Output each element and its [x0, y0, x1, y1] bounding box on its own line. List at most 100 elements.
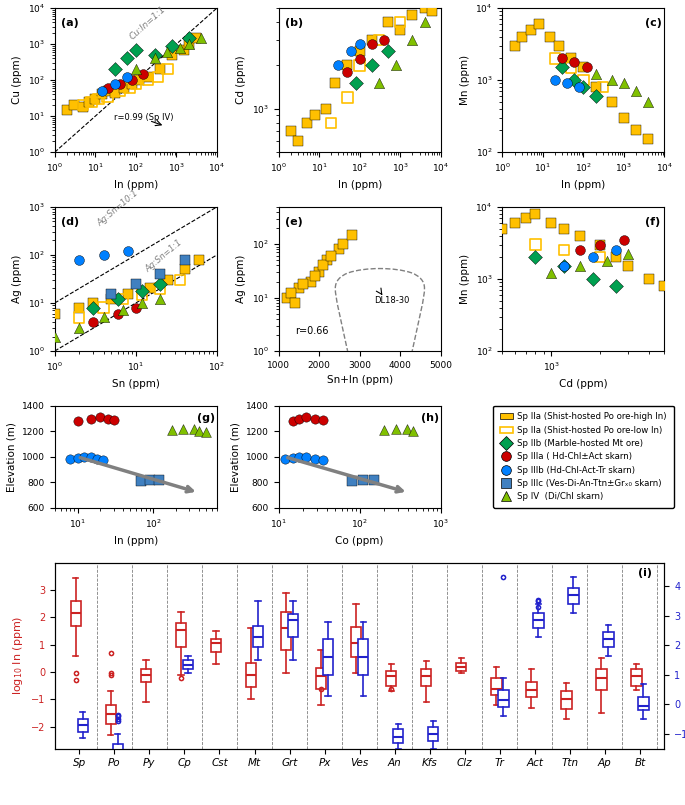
- Point: [407, 425, 418, 438]
- Point: [578, 61, 589, 74]
- Point: [578, 80, 589, 93]
- Point: [108, 413, 119, 426]
- Point: [95, 411, 105, 423]
- Point: [293, 282, 304, 295]
- Point: [562, 77, 573, 90]
- Point: [86, 95, 97, 108]
- Point: [321, 102, 332, 115]
- Point: [72, 415, 83, 427]
- Point: [189, 423, 200, 436]
- Point: [326, 116, 337, 129]
- Point: [114, 85, 125, 97]
- Point: [121, 52, 132, 65]
- Point: [301, 451, 312, 464]
- Point: [566, 52, 577, 65]
- Point: [354, 59, 365, 72]
- Point: [93, 93, 104, 105]
- Point: [98, 311, 109, 324]
- Point: [545, 31, 556, 43]
- Point: [102, 85, 113, 97]
- Point: [306, 275, 316, 288]
- Point: [74, 311, 85, 324]
- Text: (i): (i): [638, 568, 652, 578]
- Point: [201, 426, 212, 439]
- PathPatch shape: [631, 670, 642, 686]
- Point: [124, 81, 135, 94]
- Point: [390, 59, 401, 72]
- PathPatch shape: [638, 697, 649, 710]
- Y-axis label: Mn (ppm): Mn (ppm): [460, 55, 470, 105]
- Point: [137, 288, 148, 301]
- Point: [354, 45, 365, 58]
- Point: [134, 73, 145, 86]
- PathPatch shape: [561, 691, 571, 709]
- Point: [326, 250, 337, 262]
- Point: [366, 34, 377, 47]
- X-axis label: In (ppm): In (ppm): [114, 180, 158, 190]
- PathPatch shape: [596, 670, 607, 690]
- Point: [155, 278, 166, 291]
- Point: [401, 423, 412, 436]
- Point: [178, 43, 189, 56]
- Point: [590, 80, 601, 93]
- Point: [145, 282, 155, 295]
- Point: [150, 48, 161, 61]
- Y-axis label: Mn (ppm): Mn (ppm): [460, 254, 470, 304]
- Point: [530, 238, 541, 251]
- Point: [88, 296, 99, 309]
- Point: [590, 68, 601, 80]
- Point: [123, 288, 134, 301]
- Point: [106, 288, 117, 301]
- Text: Ag:Sn=10:1: Ag:Sn=10:1: [95, 188, 140, 228]
- Point: [557, 61, 568, 74]
- Point: [193, 425, 204, 438]
- Point: [138, 68, 149, 80]
- Point: [109, 77, 120, 90]
- PathPatch shape: [568, 588, 579, 604]
- Point: [281, 291, 292, 304]
- Point: [574, 244, 585, 257]
- Point: [619, 77, 630, 90]
- Point: [390, 423, 401, 436]
- Point: [167, 39, 178, 52]
- Point: [379, 423, 390, 436]
- Point: [109, 63, 120, 76]
- Point: [112, 308, 123, 320]
- Point: [127, 77, 138, 90]
- X-axis label: In (ppm): In (ppm): [561, 180, 606, 190]
- Text: r=0.99 (Sp IV): r=0.99 (Sp IV): [114, 114, 174, 122]
- Text: Cu:In=1:1: Cu:In=1:1: [128, 5, 168, 42]
- Point: [346, 229, 357, 242]
- Point: [407, 8, 418, 21]
- PathPatch shape: [358, 639, 369, 675]
- Point: [102, 90, 113, 103]
- PathPatch shape: [533, 613, 544, 628]
- Point: [144, 473, 155, 486]
- Point: [137, 296, 148, 309]
- Y-axis label: log$_{10}$ In (ppm): log$_{10}$ In (ppm): [11, 616, 25, 696]
- Point: [373, 77, 384, 90]
- Point: [90, 93, 101, 105]
- Text: (f): (f): [645, 217, 660, 227]
- PathPatch shape: [393, 729, 403, 743]
- Point: [553, 39, 564, 52]
- Point: [366, 38, 377, 51]
- X-axis label: Sn+In (ppm): Sn+In (ppm): [327, 375, 393, 386]
- Point: [97, 85, 108, 97]
- Point: [521, 212, 532, 225]
- Point: [354, 38, 365, 51]
- Point: [130, 43, 141, 56]
- Point: [183, 38, 194, 51]
- Text: (e): (e): [285, 217, 303, 227]
- Point: [155, 63, 166, 76]
- PathPatch shape: [526, 682, 536, 696]
- Point: [525, 23, 536, 36]
- Point: [88, 316, 99, 328]
- Point: [623, 248, 634, 261]
- Point: [369, 474, 379, 487]
- Point: [382, 15, 393, 28]
- Point: [345, 45, 356, 58]
- Point: [86, 413, 97, 426]
- Point: [289, 296, 300, 309]
- Point: [142, 71, 153, 84]
